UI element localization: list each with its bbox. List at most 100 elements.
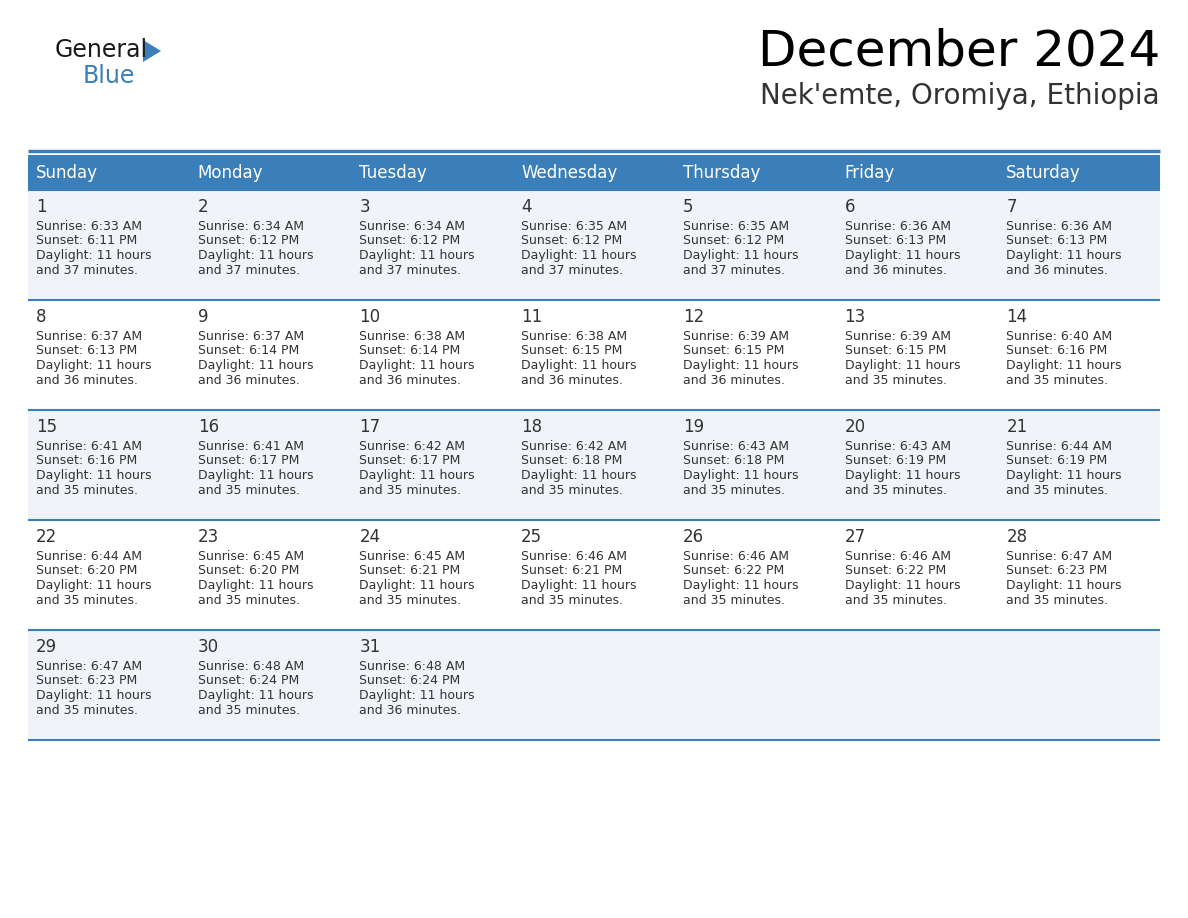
Text: 2: 2	[197, 198, 208, 216]
Text: Sunset: 6:12 PM: Sunset: 6:12 PM	[683, 234, 784, 248]
Text: Sunset: 6:12 PM: Sunset: 6:12 PM	[522, 234, 623, 248]
Text: Sunrise: 6:45 AM: Sunrise: 6:45 AM	[360, 550, 466, 563]
Text: 10: 10	[360, 308, 380, 326]
Text: Sunrise: 6:43 AM: Sunrise: 6:43 AM	[683, 440, 789, 453]
Text: Sunset: 6:17 PM: Sunset: 6:17 PM	[360, 454, 461, 467]
Text: Sunset: 6:22 PM: Sunset: 6:22 PM	[845, 565, 946, 577]
Text: Sunrise: 6:46 AM: Sunrise: 6:46 AM	[845, 550, 950, 563]
Text: Sunset: 6:19 PM: Sunset: 6:19 PM	[845, 454, 946, 467]
Text: Daylight: 11 hours: Daylight: 11 hours	[1006, 249, 1121, 262]
Text: Daylight: 11 hours: Daylight: 11 hours	[683, 579, 798, 592]
Bar	[29, 300, 1159, 410]
Text: Sunset: 6:17 PM: Sunset: 6:17 PM	[197, 454, 299, 467]
Text: and 35 minutes.: and 35 minutes.	[1006, 374, 1108, 386]
Text: Daylight: 11 hours: Daylight: 11 hours	[683, 249, 798, 262]
Text: Sunset: 6:23 PM: Sunset: 6:23 PM	[36, 675, 138, 688]
Text: Sunrise: 6:46 AM: Sunrise: 6:46 AM	[522, 550, 627, 563]
Text: Sunset: 6:18 PM: Sunset: 6:18 PM	[522, 454, 623, 467]
Text: Sunrise: 6:37 AM: Sunrise: 6:37 AM	[197, 330, 304, 343]
Text: and 35 minutes.: and 35 minutes.	[522, 594, 624, 607]
Text: Sunset: 6:20 PM: Sunset: 6:20 PM	[36, 565, 138, 577]
Text: and 36 minutes.: and 36 minutes.	[1006, 263, 1108, 276]
Text: Sunset: 6:16 PM: Sunset: 6:16 PM	[1006, 344, 1107, 357]
Text: Daylight: 11 hours: Daylight: 11 hours	[1006, 469, 1121, 482]
Text: Sunrise: 6:41 AM: Sunrise: 6:41 AM	[36, 440, 143, 453]
Text: Daylight: 11 hours: Daylight: 11 hours	[197, 359, 314, 372]
Text: and 36 minutes.: and 36 minutes.	[197, 374, 299, 386]
Text: 25: 25	[522, 528, 542, 546]
Text: 26: 26	[683, 528, 704, 546]
Text: and 36 minutes.: and 36 minutes.	[360, 703, 461, 717]
Bar	[29, 410, 1159, 520]
Text: Daylight: 11 hours: Daylight: 11 hours	[1006, 359, 1121, 372]
Text: and 36 minutes.: and 36 minutes.	[845, 263, 947, 276]
Text: 18: 18	[522, 418, 542, 436]
Text: Friday: Friday	[845, 163, 895, 182]
Text: Sunrise: 6:46 AM: Sunrise: 6:46 AM	[683, 550, 789, 563]
Text: Sunset: 6:20 PM: Sunset: 6:20 PM	[197, 565, 299, 577]
Text: and 37 minutes.: and 37 minutes.	[683, 263, 785, 276]
Text: Sunset: 6:15 PM: Sunset: 6:15 PM	[683, 344, 784, 357]
Text: 4: 4	[522, 198, 532, 216]
Bar	[29, 630, 1159, 740]
Text: Daylight: 11 hours: Daylight: 11 hours	[360, 689, 475, 702]
Text: Daylight: 11 hours: Daylight: 11 hours	[197, 689, 314, 702]
Text: Sunrise: 6:33 AM: Sunrise: 6:33 AM	[36, 220, 143, 233]
Text: Daylight: 11 hours: Daylight: 11 hours	[522, 469, 637, 482]
Text: and 36 minutes.: and 36 minutes.	[36, 374, 138, 386]
Text: Sunrise: 6:35 AM: Sunrise: 6:35 AM	[683, 220, 789, 233]
Text: and 35 minutes.: and 35 minutes.	[683, 484, 785, 497]
Text: Sunset: 6:13 PM: Sunset: 6:13 PM	[36, 344, 138, 357]
Text: Daylight: 11 hours: Daylight: 11 hours	[1006, 579, 1121, 592]
Text: and 35 minutes.: and 35 minutes.	[845, 484, 947, 497]
Text: Sunrise: 6:44 AM: Sunrise: 6:44 AM	[36, 550, 143, 563]
Text: Daylight: 11 hours: Daylight: 11 hours	[845, 469, 960, 482]
Text: and 35 minutes.: and 35 minutes.	[360, 484, 461, 497]
Text: and 37 minutes.: and 37 minutes.	[197, 263, 299, 276]
Text: and 35 minutes.: and 35 minutes.	[197, 594, 299, 607]
Text: Sunrise: 6:39 AM: Sunrise: 6:39 AM	[683, 330, 789, 343]
Text: Daylight: 11 hours: Daylight: 11 hours	[360, 249, 475, 262]
Text: Sunrise: 6:42 AM: Sunrise: 6:42 AM	[522, 440, 627, 453]
Text: Sunrise: 6:42 AM: Sunrise: 6:42 AM	[360, 440, 466, 453]
Text: and 35 minutes.: and 35 minutes.	[197, 484, 299, 497]
Text: Sunset: 6:21 PM: Sunset: 6:21 PM	[522, 565, 623, 577]
Text: Daylight: 11 hours: Daylight: 11 hours	[197, 469, 314, 482]
Text: Sunset: 6:14 PM: Sunset: 6:14 PM	[360, 344, 461, 357]
Text: 6: 6	[845, 198, 855, 216]
Text: 30: 30	[197, 638, 219, 656]
Text: Daylight: 11 hours: Daylight: 11 hours	[36, 469, 152, 482]
Text: Sunset: 6:16 PM: Sunset: 6:16 PM	[36, 454, 138, 467]
Text: Daylight: 11 hours: Daylight: 11 hours	[522, 359, 637, 372]
Text: Daylight: 11 hours: Daylight: 11 hours	[683, 359, 798, 372]
Text: 13: 13	[845, 308, 866, 326]
Text: and 35 minutes.: and 35 minutes.	[360, 594, 461, 607]
Text: Sunday: Sunday	[36, 163, 97, 182]
Text: Sunset: 6:12 PM: Sunset: 6:12 PM	[197, 234, 299, 248]
Text: Sunrise: 6:39 AM: Sunrise: 6:39 AM	[845, 330, 950, 343]
Text: Daylight: 11 hours: Daylight: 11 hours	[683, 469, 798, 482]
Text: 15: 15	[36, 418, 57, 436]
Text: Sunset: 6:24 PM: Sunset: 6:24 PM	[360, 675, 461, 688]
Text: 28: 28	[1006, 528, 1028, 546]
Text: Monday: Monday	[197, 163, 264, 182]
Text: 8: 8	[36, 308, 46, 326]
Text: Sunset: 6:11 PM: Sunset: 6:11 PM	[36, 234, 138, 248]
Text: and 35 minutes.: and 35 minutes.	[1006, 594, 1108, 607]
Text: 5: 5	[683, 198, 694, 216]
Text: Sunrise: 6:48 AM: Sunrise: 6:48 AM	[197, 660, 304, 673]
Text: and 36 minutes.: and 36 minutes.	[683, 374, 785, 386]
Text: Saturday: Saturday	[1006, 163, 1081, 182]
Text: Daylight: 11 hours: Daylight: 11 hours	[360, 579, 475, 592]
Text: Sunset: 6:13 PM: Sunset: 6:13 PM	[845, 234, 946, 248]
Text: Sunset: 6:13 PM: Sunset: 6:13 PM	[1006, 234, 1107, 248]
Bar	[29, 520, 1159, 630]
Text: Tuesday: Tuesday	[360, 163, 428, 182]
Text: Sunset: 6:12 PM: Sunset: 6:12 PM	[360, 234, 461, 248]
Text: Sunset: 6:18 PM: Sunset: 6:18 PM	[683, 454, 784, 467]
Text: Sunrise: 6:44 AM: Sunrise: 6:44 AM	[1006, 440, 1112, 453]
Text: Nek'emte, Oromiya, Ethiopia: Nek'emte, Oromiya, Ethiopia	[760, 82, 1159, 110]
Text: Daylight: 11 hours: Daylight: 11 hours	[522, 579, 637, 592]
Text: Sunset: 6:23 PM: Sunset: 6:23 PM	[1006, 565, 1107, 577]
Text: and 35 minutes.: and 35 minutes.	[845, 374, 947, 386]
